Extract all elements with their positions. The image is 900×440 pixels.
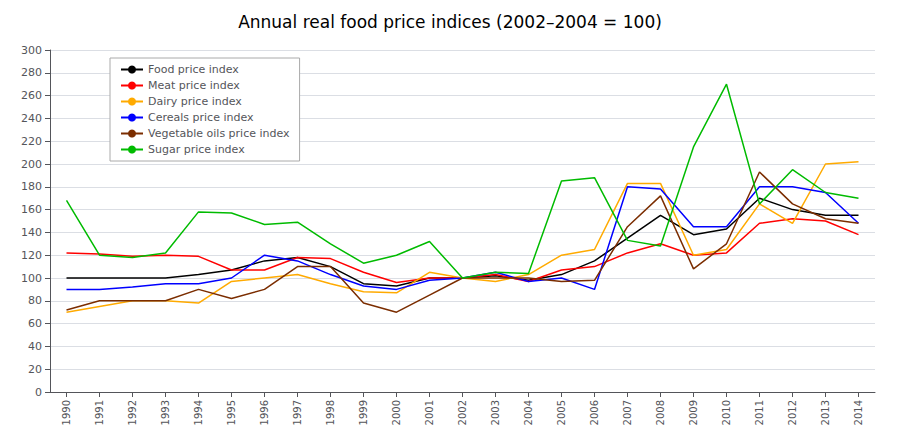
svg-text:1998: 1998: [325, 400, 336, 425]
svg-text:Meat price index: Meat price index: [148, 79, 240, 92]
svg-text:1999: 1999: [358, 400, 369, 425]
svg-text:Sugar price index: Sugar price index: [148, 143, 245, 156]
svg-text:1990: 1990: [61, 400, 72, 425]
svg-text:2000: 2000: [391, 400, 402, 425]
svg-text:2009: 2009: [688, 400, 699, 425]
svg-text:Annual real food price indices: Annual real food price indices (2002–200…: [238, 12, 662, 32]
svg-text:160: 160: [21, 203, 42, 216]
svg-text:2014: 2014: [853, 400, 864, 425]
svg-text:Vegetable oils price index: Vegetable oils price index: [148, 127, 290, 140]
svg-text:240: 240: [21, 112, 42, 125]
svg-text:180: 180: [21, 180, 42, 193]
svg-text:2002: 2002: [457, 400, 468, 425]
svg-text:2012: 2012: [787, 400, 798, 425]
svg-text:1997: 1997: [292, 400, 303, 425]
svg-text:120: 120: [21, 249, 42, 262]
svg-text:1993: 1993: [160, 400, 171, 425]
svg-text:280: 280: [21, 66, 42, 79]
svg-text:60: 60: [28, 317, 42, 330]
svg-text:220: 220: [21, 135, 42, 148]
svg-text:100: 100: [21, 272, 42, 285]
svg-text:Cereals price index: Cereals price index: [148, 111, 254, 124]
svg-text:2006: 2006: [589, 400, 600, 425]
svg-text:2008: 2008: [655, 400, 666, 425]
svg-text:2007: 2007: [622, 400, 633, 425]
svg-text:2013: 2013: [820, 400, 831, 425]
svg-text:140: 140: [21, 226, 42, 239]
svg-text:20: 20: [28, 363, 42, 376]
svg-text:80: 80: [28, 294, 42, 307]
svg-text:1995: 1995: [226, 400, 237, 425]
svg-text:300: 300: [21, 44, 42, 57]
svg-text:1991: 1991: [94, 400, 105, 425]
svg-text:2003: 2003: [490, 400, 501, 425]
svg-text:1996: 1996: [259, 400, 270, 425]
svg-text:2001: 2001: [424, 400, 435, 425]
svg-text:2004: 2004: [523, 400, 534, 425]
svg-text:Dairy price index: Dairy price index: [148, 95, 242, 108]
svg-text:200: 200: [21, 158, 42, 171]
svg-text:2010: 2010: [721, 400, 732, 425]
svg-text:1994: 1994: [193, 400, 204, 425]
svg-text:40: 40: [28, 340, 42, 353]
svg-text:260: 260: [21, 89, 42, 102]
svg-text:2011: 2011: [754, 400, 765, 425]
svg-text:2005: 2005: [556, 400, 567, 425]
svg-text:1992: 1992: [127, 400, 138, 425]
svg-text:Food price index: Food price index: [148, 63, 239, 76]
svg-text:0: 0: [35, 386, 42, 399]
